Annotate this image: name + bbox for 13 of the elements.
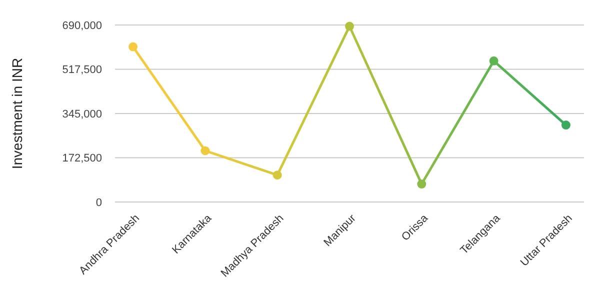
y-tick-label: 690,000 — [62, 20, 102, 32]
point — [561, 120, 570, 130]
point — [489, 56, 498, 66]
y-axis-title: Investment in INR — [9, 58, 25, 170]
y-tick-label: 517,500 — [62, 64, 102, 76]
point — [272, 170, 282, 180]
point — [345, 22, 354, 31]
y-tick-label: 0 — [96, 196, 102, 209]
point — [200, 146, 210, 156]
point — [417, 180, 426, 189]
y-tick-label: 345,000 — [62, 108, 102, 120]
y-tick-label: 172,500 — [62, 152, 102, 165]
point — [128, 42, 138, 52]
